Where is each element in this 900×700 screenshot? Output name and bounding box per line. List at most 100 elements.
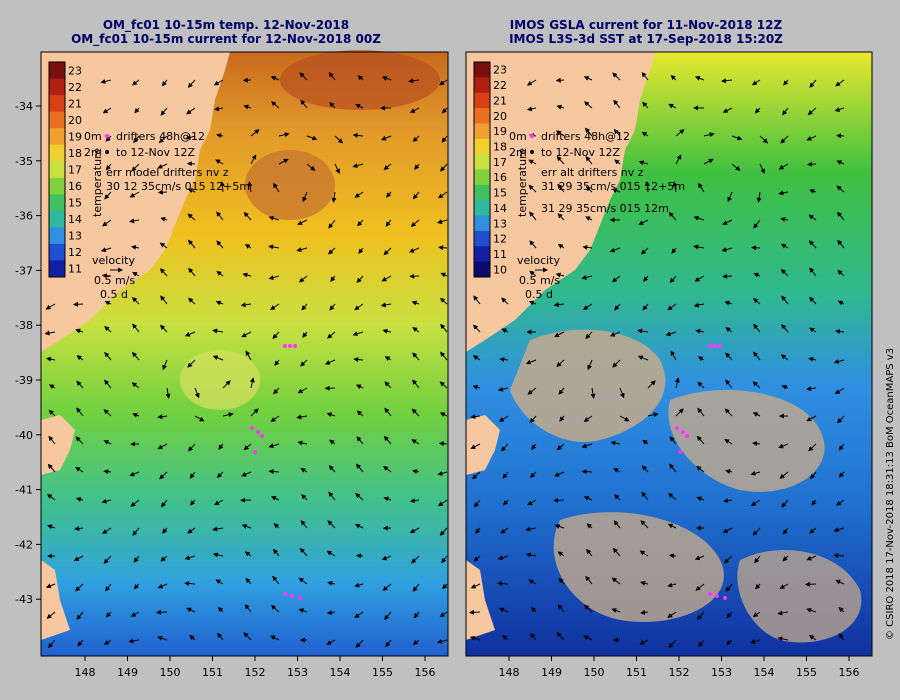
right-legend-line1: drifters 48h@12 [541, 130, 630, 143]
right-legend-arrow-dot [530, 150, 534, 154]
current-arrow [670, 350, 677, 361]
latitude-axis: -34 -35 -36 -37 -38 -39 -40 -41 -42 -43 [15, 100, 41, 606]
current-arrow [328, 72, 336, 81]
current-arrow [270, 76, 280, 81]
current-arrow [838, 633, 845, 641]
right-legend-line5: 31 29 35cm/s 015 12m [541, 202, 669, 215]
current-arrow [473, 499, 481, 508]
current-arrow [101, 498, 112, 504]
current-arrow [184, 331, 196, 337]
current-arrow [440, 272, 448, 278]
current-arrow [836, 211, 845, 221]
current-arrow [667, 582, 677, 588]
current-arrow [582, 244, 593, 250]
colorbar-segment [49, 227, 65, 245]
current-arrow [724, 439, 733, 445]
current-arrow [75, 436, 84, 445]
drifter-point [708, 344, 712, 348]
current-arrow [165, 387, 171, 399]
lon-tick-label: 154 [330, 666, 351, 679]
current-arrow [354, 582, 364, 588]
current-arrow [212, 552, 224, 558]
lon-tick-label: 153 [287, 666, 308, 679]
current-arrow [619, 415, 630, 422]
current-arrow [503, 499, 509, 506]
lon-tick-label: 150 [584, 666, 605, 679]
lat-tick-label: -38 [15, 319, 33, 332]
current-arrow [101, 273, 112, 279]
current-arrow [187, 79, 196, 88]
current-arrow [105, 583, 112, 592]
current-arrow [806, 555, 817, 561]
current-arrow [586, 523, 593, 529]
current-arrow [243, 104, 252, 110]
current-arrow [301, 303, 308, 311]
current-arrow [439, 381, 448, 389]
drifter-point [283, 592, 287, 596]
current-arrow [215, 579, 224, 585]
drifter-point [290, 594, 294, 598]
current-arrow [45, 356, 56, 362]
colorbar-segment [474, 77, 490, 94]
current-arrow [780, 216, 789, 222]
colorbar-segment [474, 138, 490, 155]
current-arrow [273, 523, 280, 529]
current-arrow [809, 527, 817, 534]
current-arrow [105, 135, 112, 142]
current-arrow [103, 440, 112, 445]
current-arrow [723, 498, 733, 504]
left-eddy-39 [180, 350, 260, 410]
current-arrow [780, 354, 789, 361]
current-arrow [834, 387, 845, 395]
current-arrow [525, 359, 537, 365]
current-arrow [297, 387, 308, 394]
current-arrow [751, 245, 761, 251]
current-arrow [722, 273, 733, 279]
drifter-point [283, 344, 287, 348]
colorbar-segment [474, 215, 490, 232]
current-arrow [134, 107, 140, 114]
current-arrow [777, 610, 789, 616]
current-arrow [212, 355, 224, 361]
left-land-australia [41, 52, 230, 352]
current-arrow [694, 555, 705, 561]
current-arrow [531, 443, 537, 450]
current-arrow [759, 135, 769, 144]
current-arrow [159, 324, 168, 333]
left-legend-prefix1: 0m [84, 130, 102, 143]
current-arrow [809, 79, 817, 88]
current-arrow [187, 359, 196, 368]
left-legend: 0m drifters 48h@12 2m to 12-Nov 12Z err … [84, 130, 250, 301]
current-arrow [301, 494, 308, 501]
current-arrow [272, 575, 280, 585]
current-arrow [637, 328, 649, 334]
current-arrow [777, 636, 789, 642]
current-arrow [215, 159, 224, 165]
current-arrow [754, 107, 761, 114]
current-arrow [216, 133, 224, 139]
current-arrow [157, 414, 168, 420]
current-arrow [752, 297, 761, 305]
current-arrow [559, 415, 565, 422]
current-arrow [48, 384, 56, 390]
current-arrow [212, 328, 224, 334]
colorbar-tick: 19 [68, 130, 82, 143]
current-arrow [249, 377, 255, 389]
current-arrow [501, 297, 509, 305]
current-arrow [385, 219, 392, 227]
drifter-point [685, 434, 689, 438]
left-map-panel [40, 50, 449, 657]
lon-tick-label: 156 [415, 666, 436, 679]
current-arrow [675, 408, 684, 417]
current-arrow [613, 520, 621, 529]
right-title-line1: IMOS GSLA current for 11-Nov-2018 12Z [509, 18, 783, 32]
current-arrow [529, 471, 537, 478]
current-arrow [528, 579, 537, 585]
current-arrow [73, 555, 84, 561]
current-arrow [103, 555, 112, 564]
current-arrow [807, 107, 817, 116]
current-arrow [585, 186, 593, 193]
current-arrow [133, 583, 140, 590]
current-arrow [581, 469, 593, 475]
right-velocity-scale: 0.5 m/s [519, 274, 560, 287]
